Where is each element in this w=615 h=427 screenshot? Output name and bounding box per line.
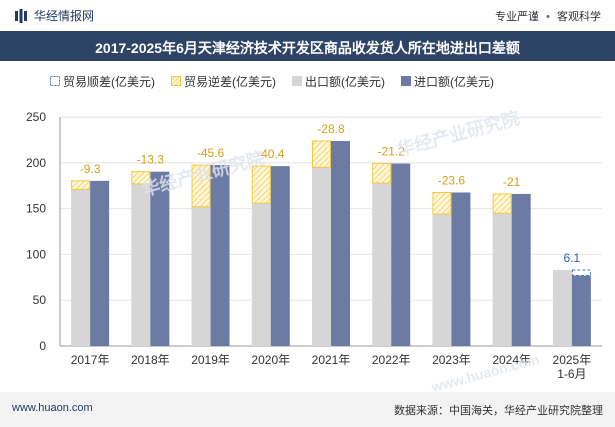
legend-item-surplus: 贸易顺差(亿美元)	[50, 73, 155, 89]
footer-source: 数据来源：中国海关，华经产业研究院整理	[394, 405, 603, 417]
x-tick-label: 2017年	[71, 353, 110, 367]
legend: 贸易顺差(亿美元) 贸易逆差(亿美元) 出口额(亿美元) 进口额(亿美元)	[50, 73, 494, 89]
x-tick-label: 2024年	[492, 353, 531, 367]
bar-deficit	[191, 164, 211, 208]
legend-swatch-import	[401, 76, 411, 86]
bar-deficit	[71, 180, 91, 190]
bar-import	[90, 180, 110, 346]
y-tick-label: 150	[26, 202, 46, 216]
x-tick-label: 1-6月	[557, 367, 586, 381]
brand: 华经情报网	[14, 7, 94, 24]
bar-export	[71, 189, 91, 346]
bar-deficit	[312, 140, 331, 168]
x-tick-label: 2023年	[432, 353, 471, 367]
y-tick-label: 0	[39, 339, 46, 353]
data-label: -21	[503, 175, 521, 189]
bar-import	[391, 163, 411, 346]
bar-deficit	[492, 193, 512, 214]
data-label: -9.3	[80, 162, 101, 176]
data-label: -45.6	[197, 146, 225, 160]
bar-import	[571, 275, 591, 346]
x-tick-label: 2019年	[191, 353, 230, 367]
x-tick-label: 2025年	[553, 353, 592, 367]
bar-import	[270, 166, 290, 346]
data-label: -21.2	[378, 145, 406, 159]
bar-export	[372, 182, 392, 346]
legend-label-deficit: 贸易逆差(亿美元)	[184, 74, 276, 89]
x-tick-label: 2020年	[251, 353, 290, 367]
y-tick-label: 100	[26, 247, 46, 261]
data-label: -23.6	[438, 173, 466, 187]
bar-export	[552, 269, 572, 346]
data-label: 6.1	[564, 251, 581, 265]
header-tags: 专业严谨 • 客观科学	[495, 8, 601, 24]
footer-website[interactable]: www.huaon.com	[12, 402, 93, 414]
brand-logo-icon	[15, 8, 27, 23]
legend-item-export: 出口额(亿美元)	[292, 73, 385, 89]
bar-surplus	[571, 269, 591, 277]
bar-import	[150, 171, 170, 346]
title-bar: 2017-2025年6月天津经济技术开发区商品收发货人所在地进出口差额	[0, 31, 615, 61]
brand-name: 华经情报网	[34, 9, 95, 23]
top-bar: 华经情报网 专业严谨 • 客观科学	[0, 0, 615, 30]
footer: www.huaon.com 数据来源：中国海关，华经产业研究院整理	[0, 392, 615, 427]
bar-import	[451, 192, 471, 346]
legend-label-import: 进口额(亿美元)	[414, 74, 494, 89]
data-label: -40.4	[257, 147, 285, 161]
bar-export	[492, 213, 512, 346]
x-tick-label: 2021年	[312, 353, 351, 367]
bar-export	[432, 214, 452, 346]
y-tick-label: 200	[26, 156, 46, 170]
bar-import	[331, 140, 350, 346]
legend-item-import: 进口额(亿美元)	[401, 73, 494, 89]
bar-import	[511, 193, 531, 346]
legend-swatch-deficit	[171, 76, 181, 86]
y-tick-label: 50	[33, 293, 47, 307]
chart-area: 0 50 100 150 200 250 -9.3 2017年 -13.3 2018年 -45.6 2…	[26, 110, 602, 381]
legend-swatch-surplus	[50, 76, 60, 86]
legend-item-deficit: 贸易逆差(亿美元)	[171, 73, 276, 89]
bar-export	[131, 183, 151, 346]
y-tick-label: 250	[26, 110, 46, 124]
bar-export	[191, 206, 211, 346]
bar-export	[312, 167, 331, 346]
x-tick-label: 2022年	[372, 353, 411, 367]
bar-deficit	[251, 165, 271, 204]
bar-import	[210, 164, 230, 346]
tag-separator: •	[546, 11, 550, 23]
tag-professional: 专业严谨	[495, 11, 540, 23]
legend-swatch-export	[292, 76, 302, 86]
chart-title: 2017-2025年6月天津经济技术开发区商品收发货人所在地进出口差额	[95, 40, 520, 56]
data-label: -28.8	[317, 122, 345, 136]
bar-deficit	[432, 191, 452, 215]
legend-label-export: 出口额(亿美元)	[305, 74, 385, 89]
legend-label-surplus: 贸易顺差(亿美元)	[63, 74, 155, 89]
bar-export	[251, 203, 271, 346]
data-label: -13.3	[137, 153, 165, 167]
tag-objective: 客观科学	[557, 11, 601, 23]
bar-deficit	[131, 171, 151, 185]
x-tick-label: 2018年	[131, 353, 170, 367]
bar-deficit	[372, 163, 392, 184]
